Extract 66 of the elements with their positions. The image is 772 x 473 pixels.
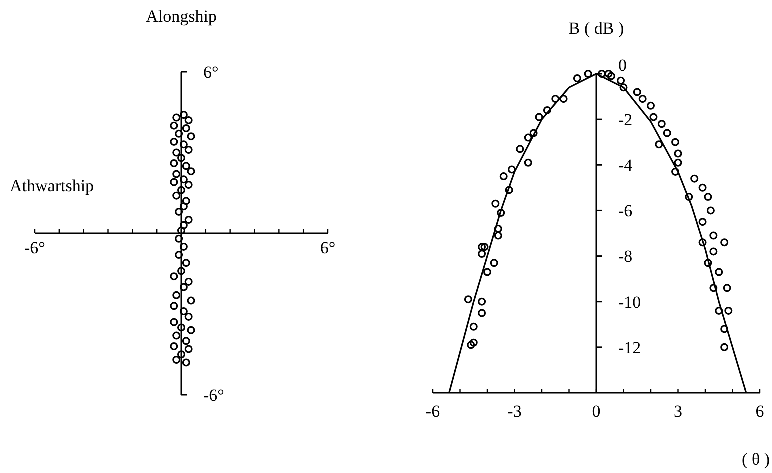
point	[172, 192, 181, 200]
point	[180, 242, 188, 251]
point	[182, 259, 190, 268]
x-tick-label: 3	[674, 402, 682, 421]
point	[170, 178, 178, 186]
point	[172, 148, 181, 157]
y-axis-title: Alongship	[146, 7, 217, 26]
point	[172, 332, 181, 340]
point	[178, 324, 186, 332]
point	[170, 160, 178, 168]
point	[175, 251, 184, 260]
point	[182, 358, 190, 367]
point	[184, 216, 193, 224]
point	[180, 176, 188, 184]
point	[172, 170, 181, 178]
y-tick-label: -4	[618, 156, 634, 176]
point	[172, 356, 181, 364]
point	[170, 302, 178, 310]
point	[182, 124, 190, 133]
point	[180, 283, 188, 292]
point	[178, 350, 186, 359]
y-tick-label: 0	[618, 56, 627, 75]
point	[180, 111, 188, 120]
x-tick-label: -3	[508, 402, 522, 421]
y-tick-label: -6	[618, 202, 633, 221]
point	[184, 116, 193, 124]
point	[178, 154, 186, 162]
point	[170, 138, 178, 146]
point	[180, 140, 188, 149]
y-tick-label: -10	[618, 292, 642, 312]
point	[184, 181, 193, 190]
point	[184, 345, 193, 354]
point	[172, 114, 181, 122]
x-axis-title: Athwartship	[10, 176, 94, 196]
y-tick-label: -8	[618, 247, 633, 266]
point	[170, 272, 178, 281]
y-tick-label: -2	[618, 110, 633, 130]
point	[175, 208, 184, 216]
point	[172, 291, 181, 300]
x-axis-title: ( θ )	[742, 450, 770, 469]
point	[187, 296, 196, 305]
point	[175, 234, 184, 243]
x-tick-label: 0	[592, 402, 601, 421]
point	[170, 318, 178, 326]
x-tick-label: 6	[756, 402, 764, 421]
point	[178, 226, 186, 235]
point	[184, 312, 193, 321]
point	[182, 337, 190, 346]
point	[187, 168, 196, 176]
point	[180, 221, 188, 230]
point	[184, 278, 193, 286]
point	[178, 267, 186, 276]
point	[170, 342, 178, 351]
point	[175, 130, 184, 138]
point	[180, 308, 188, 316]
point	[187, 132, 196, 141]
point	[182, 162, 190, 170]
point	[187, 326, 196, 334]
y-axis-title: B ( dB )	[568, 19, 624, 38]
point	[184, 146, 193, 154]
point	[180, 202, 188, 211]
y-tick-label: -12	[618, 338, 642, 358]
point	[178, 186, 186, 194]
x-tick-label: -6	[426, 402, 440, 421]
point	[170, 122, 178, 130]
point	[182, 197, 190, 206]
